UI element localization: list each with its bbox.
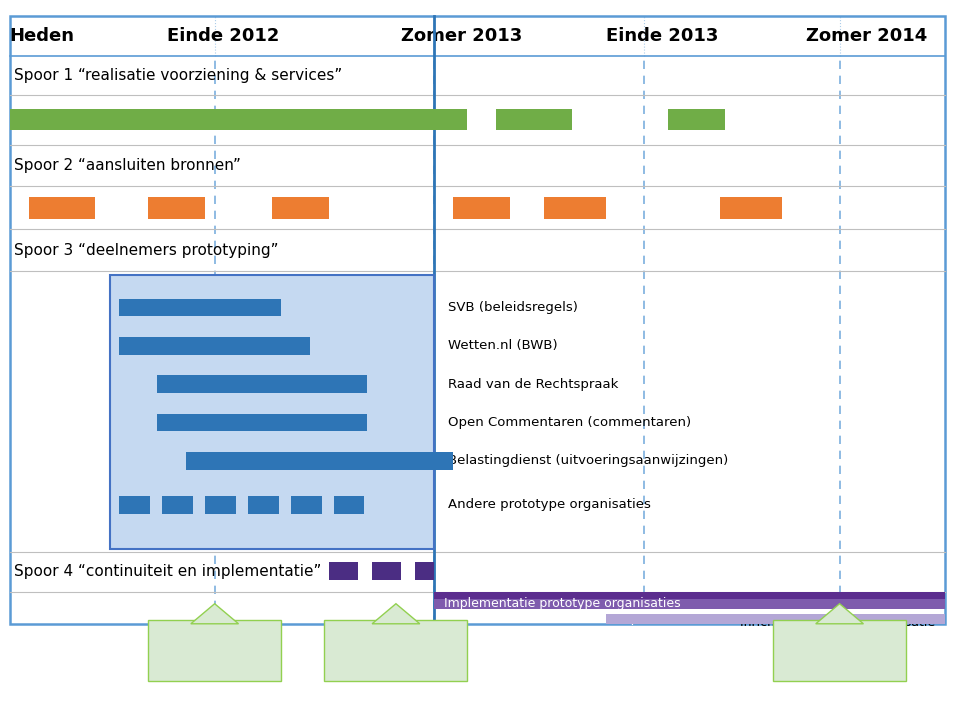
- Text: SVB (beleidsregels): SVB (beleidsregels): [448, 301, 578, 314]
- Text: Pijlmoment
Continuiteit: Pijlmoment Continuiteit: [357, 637, 435, 665]
- FancyBboxPatch shape: [148, 620, 281, 681]
- FancyBboxPatch shape: [186, 452, 453, 470]
- FancyBboxPatch shape: [720, 197, 782, 219]
- FancyBboxPatch shape: [291, 495, 322, 513]
- Text: Einde 2012: Einde 2012: [167, 27, 279, 45]
- FancyBboxPatch shape: [372, 562, 400, 581]
- FancyBboxPatch shape: [773, 620, 906, 681]
- Text: Wetten.nl (BWB): Wetten.nl (BWB): [448, 339, 558, 352]
- FancyBboxPatch shape: [434, 592, 945, 602]
- FancyBboxPatch shape: [162, 495, 193, 513]
- Polygon shape: [816, 604, 863, 624]
- Text: Open Commentaren (commentaren): Open Commentaren (commentaren): [448, 416, 691, 429]
- FancyBboxPatch shape: [10, 16, 945, 624]
- FancyBboxPatch shape: [453, 197, 511, 219]
- FancyBboxPatch shape: [119, 495, 150, 513]
- FancyBboxPatch shape: [248, 495, 278, 513]
- FancyBboxPatch shape: [606, 614, 945, 624]
- FancyBboxPatch shape: [324, 620, 468, 681]
- Text: Spoor 4 “continuiteit en implementatie”: Spoor 4 “continuiteit en implementatie”: [14, 564, 322, 579]
- Text: Inrichting beheer & organisatie: Inrichting beheer & organisatie: [740, 616, 935, 629]
- Text: Raad van de Rechtspraak: Raad van de Rechtspraak: [448, 378, 619, 391]
- FancyBboxPatch shape: [434, 599, 945, 609]
- Text: 1e versie
voorziening: 1e versie voorziening: [176, 637, 253, 665]
- FancyBboxPatch shape: [272, 197, 329, 219]
- Text: Oplevering
voor beheer: Oplevering voor beheer: [799, 637, 880, 665]
- FancyBboxPatch shape: [334, 495, 365, 513]
- FancyBboxPatch shape: [10, 109, 468, 130]
- FancyBboxPatch shape: [496, 109, 572, 130]
- Text: Belastingdienst (uitvoeringsaanwijzingen): Belastingdienst (uitvoeringsaanwijzingen…: [448, 455, 729, 467]
- FancyBboxPatch shape: [415, 562, 434, 581]
- Text: Spoor 2 “aansluiten bronnen”: Spoor 2 “aansluiten bronnen”: [14, 158, 241, 173]
- Text: Zomer 2013: Zomer 2013: [400, 27, 522, 45]
- Text: Heden: Heden: [10, 27, 75, 45]
- Polygon shape: [191, 604, 238, 624]
- FancyBboxPatch shape: [668, 109, 725, 130]
- FancyBboxPatch shape: [157, 375, 368, 393]
- Text: Einde 2013: Einde 2013: [606, 27, 718, 45]
- Text: Zomer 2014: Zomer 2014: [806, 27, 927, 45]
- FancyBboxPatch shape: [119, 337, 310, 355]
- FancyBboxPatch shape: [329, 562, 358, 581]
- FancyBboxPatch shape: [29, 197, 95, 219]
- Polygon shape: [372, 604, 420, 624]
- Text: Andere prototype organisaties: Andere prototype organisaties: [448, 498, 651, 511]
- Text: Spoor 3 “deelnemers prototyping”: Spoor 3 “deelnemers prototyping”: [14, 243, 278, 257]
- FancyBboxPatch shape: [109, 275, 434, 549]
- Text: Spoor 1 “realisatie voorziening & services”: Spoor 1 “realisatie voorziening & servic…: [14, 68, 343, 82]
- Text: Implementatie prototype organisaties: Implementatie prototype organisaties: [444, 597, 681, 610]
- FancyBboxPatch shape: [543, 197, 606, 219]
- Text: Implementatie Nieuwe organisaties: Implementatie Nieuwe organisaties: [615, 612, 838, 625]
- FancyBboxPatch shape: [157, 414, 368, 432]
- FancyBboxPatch shape: [119, 298, 281, 316]
- FancyBboxPatch shape: [148, 197, 205, 219]
- FancyBboxPatch shape: [205, 495, 235, 513]
